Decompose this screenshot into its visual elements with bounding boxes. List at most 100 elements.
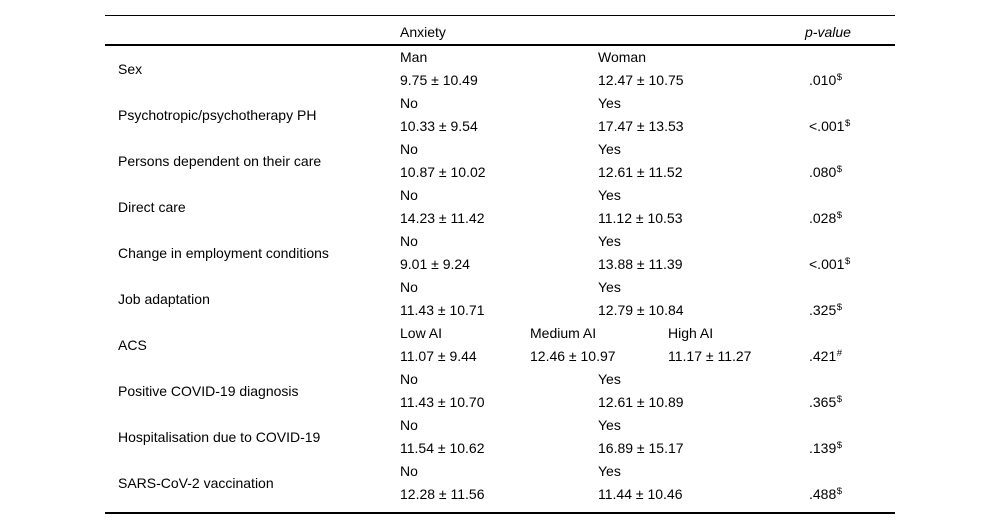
row-variable-label: Direct care bbox=[118, 199, 186, 215]
mean-sd-value: 11.17 ± 11.27 bbox=[668, 348, 752, 364]
table-top-rule bbox=[105, 15, 895, 17]
anxiety-cell: No 11.54 ± 10.62 bbox=[400, 414, 485, 460]
table-row: ACS Low AI 11.07 ± 9.44 Medium AI 12.46 … bbox=[105, 322, 895, 368]
category-level-label: Man bbox=[400, 49, 428, 65]
category-level-label: Medium AI bbox=[530, 325, 597, 341]
category-level-label: No bbox=[400, 371, 418, 387]
anxiety-cell: No 12.28 ± 11.56 bbox=[400, 460, 485, 506]
mean-sd-value: 11.44 ± 10.46 bbox=[598, 486, 683, 502]
anxiety-cell: No 11.43 ± 10.70 bbox=[400, 368, 485, 414]
category-level-label: Woman bbox=[598, 49, 646, 65]
column-header-anxiety: Anxiety bbox=[400, 24, 446, 40]
p-value-test-marker: $ bbox=[836, 439, 843, 451]
p-value-cell: .028$ bbox=[809, 207, 842, 230]
table-row: Hospitalisation due to COVID-19 No 11.54… bbox=[105, 414, 895, 460]
category-level-label: Yes bbox=[598, 141, 621, 157]
table-row: Sex Man 9.75 ± 10.49 Woman 12.47 ± 10.75… bbox=[105, 46, 895, 92]
p-value-text: .488 bbox=[809, 486, 837, 502]
category-level-label: No bbox=[400, 417, 418, 433]
anxiety-cell: High AI 11.17 ± 11.27 bbox=[668, 322, 751, 368]
p-value-cell: <.001$ bbox=[809, 253, 850, 276]
p-value-text: .028 bbox=[809, 210, 837, 226]
anxiety-cell: Yes 12.61 ± 10.89 bbox=[598, 368, 684, 414]
mean-sd-value: 11.43 ± 10.70 bbox=[400, 394, 485, 410]
p-value-text: <.001 bbox=[809, 256, 845, 272]
mean-sd-value: 14.23 ± 11.42 bbox=[400, 210, 485, 226]
table-row: Job adaptation No 11.43 ± 10.71 Yes 12.7… bbox=[105, 276, 895, 322]
p-value-test-marker: $ bbox=[836, 301, 843, 313]
table-row: Positive COVID-19 diagnosis No 11.43 ± 1… bbox=[105, 368, 895, 414]
p-value-test-marker: $ bbox=[844, 255, 851, 267]
table-bottom-rule bbox=[105, 512, 895, 514]
mean-sd-value: 10.87 ± 10.02 bbox=[400, 164, 486, 180]
mean-sd-value: 12.61 ± 11.52 bbox=[598, 164, 683, 180]
anxiety-cell: No 9.01 ± 9.24 bbox=[400, 230, 470, 276]
p-value-test-marker: $ bbox=[836, 393, 843, 405]
category-level-label: Yes bbox=[598, 187, 621, 203]
row-variable-label: SARS-CoV-2 vaccination bbox=[118, 475, 274, 491]
p-value-cell: .010$ bbox=[809, 69, 842, 92]
p-value-test-marker: $ bbox=[836, 163, 843, 175]
table-row: SARS-CoV-2 vaccination No 12.28 ± 11.56 … bbox=[105, 460, 895, 506]
p-value-test-marker: $ bbox=[836, 485, 843, 497]
category-level-label: Yes bbox=[598, 233, 621, 249]
anxiety-cell: Yes 12.61 ± 11.52 bbox=[598, 138, 683, 184]
p-value-text: .365 bbox=[809, 394, 837, 410]
mean-sd-value: 17.47 ± 13.53 bbox=[598, 118, 684, 134]
anxiety-cell: Yes 11.12 ± 10.53 bbox=[598, 184, 683, 230]
table-header-rule bbox=[105, 44, 895, 46]
row-variable-label: Change in employment conditions bbox=[118, 245, 329, 261]
mean-sd-value: 12.28 ± 11.56 bbox=[400, 486, 485, 502]
anxiety-cell: No 10.33 ± 9.54 bbox=[400, 92, 478, 138]
p-value-text: .010 bbox=[809, 72, 837, 88]
p-value-test-marker: $ bbox=[836, 71, 843, 83]
mean-sd-value: 12.61 ± 10.89 bbox=[598, 394, 684, 410]
category-level-label: No bbox=[400, 279, 418, 295]
mean-sd-value: 11.07 ± 9.44 bbox=[400, 348, 477, 364]
mean-sd-value: 13.88 ± 11.39 bbox=[598, 256, 683, 272]
anxiety-cell: No 11.43 ± 10.71 bbox=[400, 276, 485, 322]
table-row: Persons dependent on their care No 10.87… bbox=[105, 138, 895, 184]
category-level-label: Low AI bbox=[400, 325, 443, 341]
p-value-test-marker: $ bbox=[836, 209, 843, 221]
p-value-cell: .139$ bbox=[809, 437, 842, 460]
mean-sd-value: 11.12 ± 10.53 bbox=[598, 210, 683, 226]
anxiety-cell: No 14.23 ± 11.42 bbox=[400, 184, 485, 230]
anxiety-cell: Medium AI 12.46 ± 10.97 bbox=[530, 322, 616, 368]
p-value-cell: .488$ bbox=[809, 483, 842, 506]
p-value-test-marker: $ bbox=[844, 117, 851, 129]
row-variable-label: Sex bbox=[118, 61, 143, 77]
category-level-label: High AI bbox=[668, 325, 714, 341]
category-level-label: Yes bbox=[598, 95, 621, 111]
column-header-p-value: p-value bbox=[805, 24, 851, 40]
p-value-test-marker: # bbox=[836, 347, 843, 359]
anxiety-cell: Woman 12.47 ± 10.75 bbox=[598, 46, 684, 92]
mean-sd-value: 10.33 ± 9.54 bbox=[400, 118, 478, 134]
mean-sd-value: 12.46 ± 10.97 bbox=[530, 348, 616, 364]
p-value-cell: .080$ bbox=[809, 161, 842, 184]
category-level-label: Yes bbox=[598, 371, 621, 387]
category-level-label: No bbox=[400, 187, 418, 203]
anxiety-cell: Yes 17.47 ± 13.53 bbox=[598, 92, 684, 138]
mean-sd-value: 12.79 ± 10.84 bbox=[598, 302, 684, 318]
row-variable-label: ACS bbox=[118, 337, 147, 353]
p-value-cell: .421# bbox=[809, 345, 842, 368]
category-level-label: Yes bbox=[598, 463, 621, 479]
category-level-label: Yes bbox=[598, 279, 621, 295]
mean-sd-value: 11.43 ± 10.71 bbox=[400, 302, 485, 318]
row-variable-label: Psychotropic/psychotherapy PH bbox=[118, 107, 317, 123]
mean-sd-value: 11.54 ± 10.62 bbox=[400, 440, 485, 456]
anxiety-cell: Yes 16.89 ± 15.17 bbox=[598, 414, 684, 460]
row-variable-label: Hospitalisation due to COVID-19 bbox=[118, 429, 321, 445]
anxiety-cell: Yes 12.79 ± 10.84 bbox=[598, 276, 684, 322]
anxiety-cell: Yes 13.88 ± 11.39 bbox=[598, 230, 683, 276]
row-variable-label: Job adaptation bbox=[118, 291, 210, 307]
table-row: Direct care No 14.23 ± 11.42 Yes 11.12 ±… bbox=[105, 184, 895, 230]
category-level-label: No bbox=[400, 463, 418, 479]
table-row: Change in employment conditions No 9.01 … bbox=[105, 230, 895, 276]
mean-sd-value: 16.89 ± 15.17 bbox=[598, 440, 684, 456]
p-value-text: <.001 bbox=[809, 118, 845, 134]
p-value-text: .421 bbox=[809, 348, 837, 364]
